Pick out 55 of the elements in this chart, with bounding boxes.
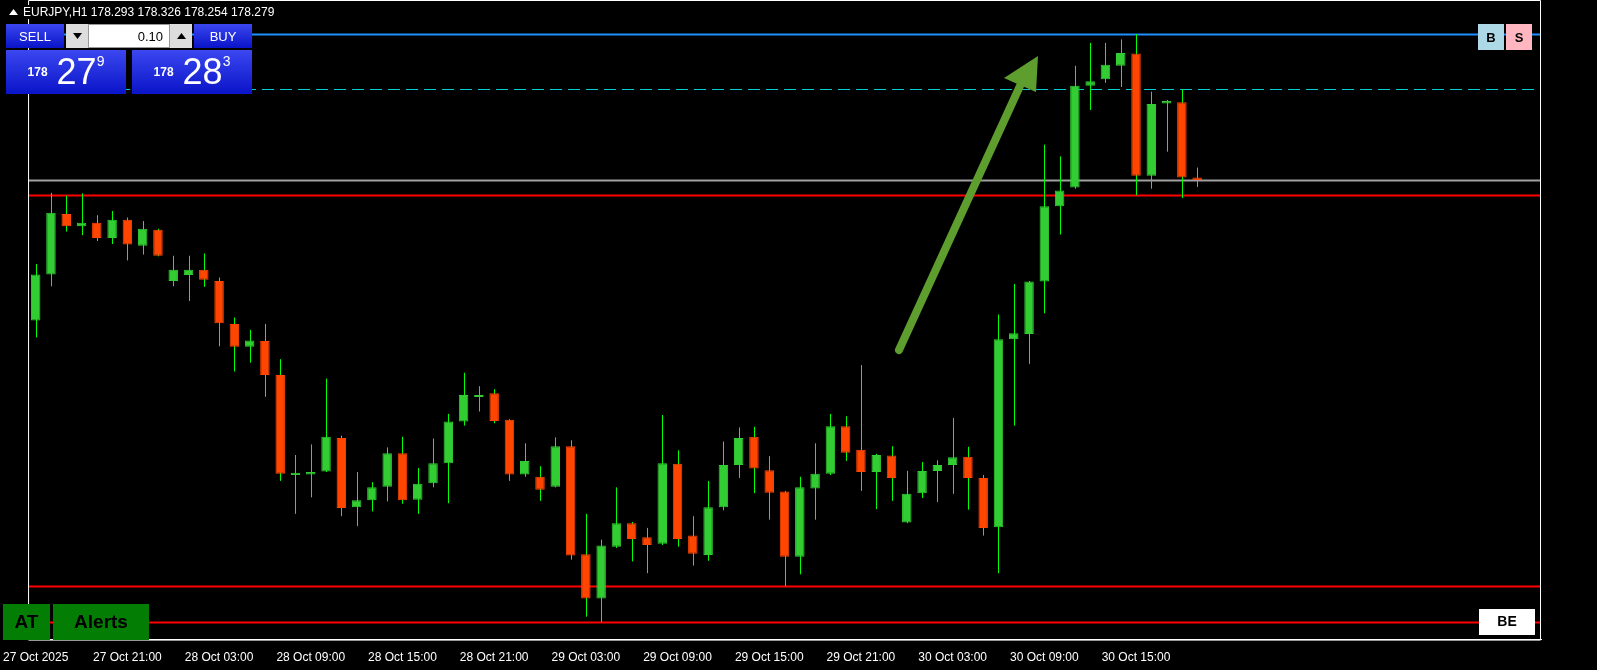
candlestick bbox=[688, 515, 698, 567]
candlestick bbox=[932, 459, 943, 503]
candlestick bbox=[1009, 283, 1019, 427]
candlestick bbox=[917, 461, 927, 499]
candlestick bbox=[153, 228, 163, 257]
candlestick bbox=[229, 316, 240, 373]
annotation: 178 28$^{3}$ bbox=[153, 51, 231, 93]
candlestick bbox=[107, 210, 117, 245]
x-tick-label: 29 Oct 03:00 bbox=[551, 650, 621, 665]
x-tick-label: 27 Oct 21:00 bbox=[93, 650, 163, 665]
candlestick bbox=[428, 438, 438, 488]
annotation: Alerts bbox=[53, 604, 149, 640]
candlestick bbox=[626, 521, 637, 562]
candlestick bbox=[1054, 155, 1065, 236]
candlestick bbox=[856, 364, 866, 492]
x-tick-label: 29 Oct 09:00 bbox=[643, 650, 713, 665]
candlestick bbox=[199, 252, 209, 288]
candlestick bbox=[122, 217, 133, 261]
candlestick bbox=[810, 442, 820, 521]
x-tick-label: 29 Oct 15:00 bbox=[734, 650, 804, 665]
x-tick-label: 28 Oct 21:00 bbox=[459, 650, 529, 665]
x-tick-label: 28 Oct 15:00 bbox=[368, 650, 438, 665]
annotation: 178 27$^{9}$ bbox=[27, 51, 105, 93]
x-tick-label: 27 Oct 2025 bbox=[2, 650, 69, 665]
annotation: SELL bbox=[6, 24, 64, 48]
annotation: B bbox=[1478, 24, 1504, 50]
candlestick bbox=[871, 453, 881, 510]
annotation: BUY bbox=[194, 24, 252, 48]
candlestick bbox=[351, 471, 362, 527]
candlestick bbox=[535, 465, 545, 502]
candlestick bbox=[413, 467, 423, 515]
candlestick bbox=[1116, 38, 1126, 88]
x-tick-label: 30 Oct 15:00 bbox=[1101, 650, 1171, 665]
x-tick-label: 30 Oct 09:00 bbox=[1009, 650, 1079, 665]
candlestick bbox=[764, 455, 774, 521]
candlestick bbox=[61, 195, 71, 233]
x-tick-label: 28 Oct 09:00 bbox=[276, 650, 346, 665]
candlestick bbox=[947, 417, 958, 495]
candlestick bbox=[367, 481, 377, 512]
annotation: AT bbox=[3, 604, 50, 640]
annotation: S bbox=[1506, 24, 1532, 50]
x-tick-label: 30 Oct 03:00 bbox=[918, 650, 988, 665]
ref-line-label: BE bbox=[1497, 612, 1517, 629]
candlestick bbox=[642, 527, 652, 574]
x-tick-label: 29 Oct 21:00 bbox=[826, 650, 896, 665]
x-tick-label: 28 Oct 03:00 bbox=[184, 650, 254, 665]
lot-size-field: 0.10 bbox=[88, 24, 170, 48]
candlestick bbox=[137, 220, 148, 256]
candlestick bbox=[963, 446, 973, 511]
chart-title: EURJPY,H1 178.293 178.326 178.254 178.279 bbox=[23, 5, 275, 19]
candlestick bbox=[168, 255, 178, 287]
candlestick bbox=[886, 445, 897, 502]
candlestick bbox=[244, 329, 255, 364]
candlestick bbox=[611, 486, 622, 549]
candlestick bbox=[1085, 42, 1095, 111]
